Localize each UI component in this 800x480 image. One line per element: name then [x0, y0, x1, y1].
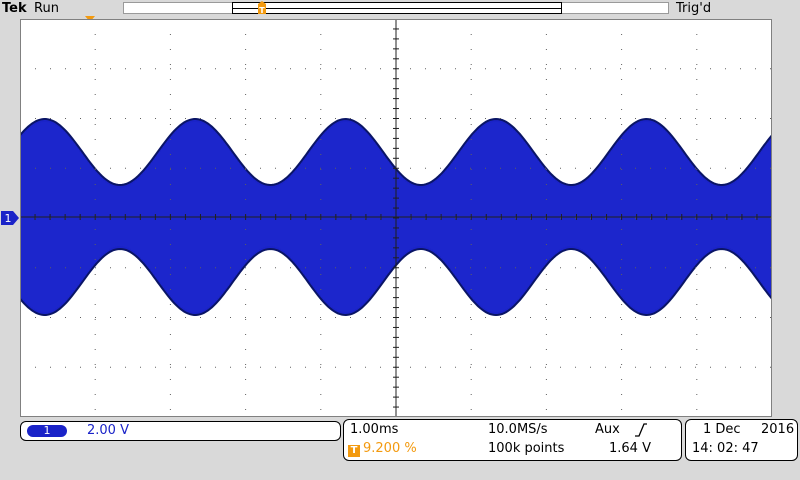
- trigger-icon: T: [348, 445, 360, 457]
- trigger-status: Trig'd: [676, 1, 712, 16]
- rising-edge-icon: [635, 423, 647, 437]
- date-time-readout: 1 Dec 2016 14: 02: 47: [685, 419, 798, 461]
- trigger-level: 1.64 V: [609, 441, 651, 456]
- acquisition-state[interactable]: Run: [34, 1, 59, 16]
- trigger-source: Aux: [595, 422, 620, 437]
- trigger-position-readout: T 9.200 %: [348, 441, 417, 457]
- graticule: [19, 18, 773, 418]
- time-per-div: 1.00ms: [350, 422, 399, 437]
- trigger-position-value: 9.200 %: [363, 441, 417, 456]
- status-bar: Tek Run T Trig'd: [0, 0, 800, 18]
- record-trigger-icon: T: [258, 1, 266, 15]
- channel1-scale: 2.00 V: [87, 423, 129, 438]
- channel1-ground-marker[interactable]: 1: [0, 210, 20, 226]
- date-day: 1 Dec: [703, 422, 741, 437]
- date-year: 2016: [761, 422, 795, 437]
- graticule-border: [20, 19, 772, 417]
- sample-rate: 10.0MS/s: [488, 422, 548, 437]
- record-trigger-label: T: [259, 6, 265, 15]
- channel1-badge: 1: [27, 425, 67, 437]
- channel1-readout[interactable]: 1 2.00 V: [20, 421, 341, 441]
- record-view-window[interactable]: [232, 2, 562, 14]
- channel1-marker-label: 1: [5, 212, 12, 225]
- time-of-day: 14: 02: 47: [692, 441, 759, 456]
- horizontal-trigger-readout[interactable]: 1.00ms T 9.200 % 10.0MS/s 100k points Aux…: [343, 419, 682, 461]
- waveform-display[interactable]: [19, 18, 773, 418]
- brand-logo: Tek: [2, 1, 27, 16]
- record-length: 100k points: [488, 441, 565, 456]
